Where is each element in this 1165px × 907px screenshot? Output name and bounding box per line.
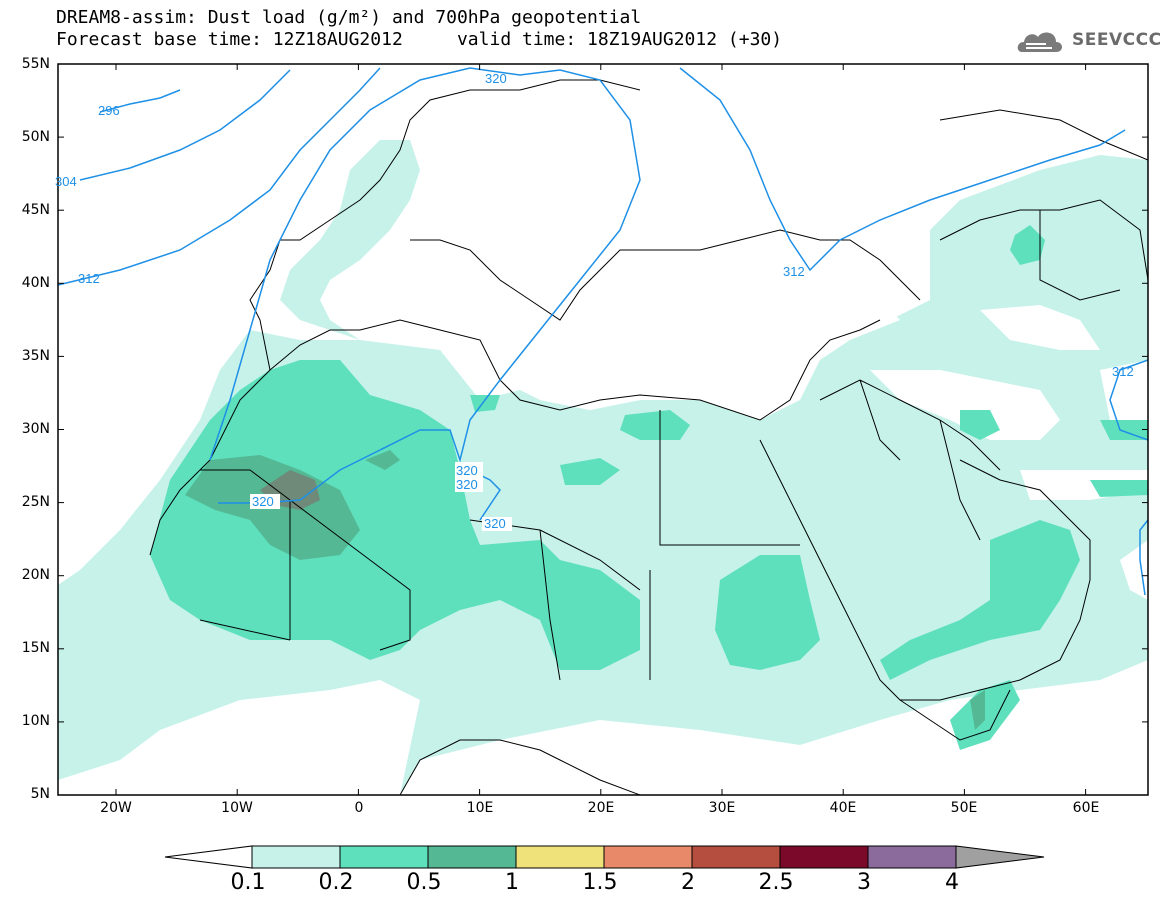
legend-label: 0.5 — [406, 870, 442, 895]
contour-label: 296 — [98, 103, 120, 118]
axis-ticks — [58, 63, 1148, 796]
legend-label: 1 — [505, 870, 519, 895]
lon-label: 20W — [100, 800, 132, 816]
lon-label: 50E — [950, 800, 978, 816]
legend-label: 0.1 — [230, 870, 266, 895]
contour-label-group: 296 304 312 320 312 312 320 320 320 320 — [55, 71, 1134, 531]
lon-label: 40E — [829, 800, 857, 816]
lat-label: 20N — [21, 567, 50, 583]
seevccc-logo-text: SEEVCCC — [1072, 30, 1162, 50]
contour-label: 320 — [485, 71, 507, 86]
contour-label: 320 — [484, 516, 506, 531]
cloud-logo-icon — [1017, 32, 1062, 52]
lon-label: 20E — [587, 800, 615, 816]
legend-label: 1.5 — [582, 870, 618, 895]
lat-label: 35N — [21, 348, 50, 364]
legend-label: 2.5 — [758, 870, 794, 895]
coastlines — [149, 79, 1149, 796]
forecast-time-subtitle: Forecast base time: 12Z18AUG2012 valid t… — [56, 29, 783, 50]
lon-label: 0 — [354, 800, 364, 816]
dust-region-medium — [150, 360, 640, 670]
contour-label: 320 — [456, 477, 478, 492]
contour-label: 320 — [456, 463, 478, 478]
lat-label: 25N — [21, 494, 50, 510]
lat-label: 45N — [21, 202, 50, 218]
contour-label: 320 — [252, 494, 274, 509]
lat-label: 40N — [21, 275, 50, 291]
contour-label: 304 — [55, 174, 77, 189]
geopotential-contours — [57, 67, 1149, 596]
lon-label: 10E — [466, 800, 494, 816]
lon-label: 30E — [708, 800, 736, 816]
lon-label: 60E — [1072, 800, 1100, 816]
chart-title: DREAM8-assim: Dust load (g/m²) and 700hP… — [56, 7, 642, 28]
legend-label: 4 — [945, 870, 959, 895]
contour-label: 312 — [78, 271, 100, 286]
lat-label: 30N — [21, 421, 50, 437]
lon-label: 10W — [221, 800, 253, 816]
legend-label: 0.2 — [318, 870, 354, 895]
lat-label: 5N — [30, 786, 50, 802]
lat-label: 10N — [21, 713, 50, 729]
legend-label: 3 — [857, 870, 871, 895]
lat-label: 55N — [21, 56, 50, 72]
lat-label: 15N — [21, 640, 50, 656]
lat-label: 50N — [21, 129, 50, 145]
contour-label: 312 — [783, 264, 805, 279]
contour-label: 312 — [1112, 364, 1134, 379]
legend-label: 2 — [681, 870, 695, 895]
